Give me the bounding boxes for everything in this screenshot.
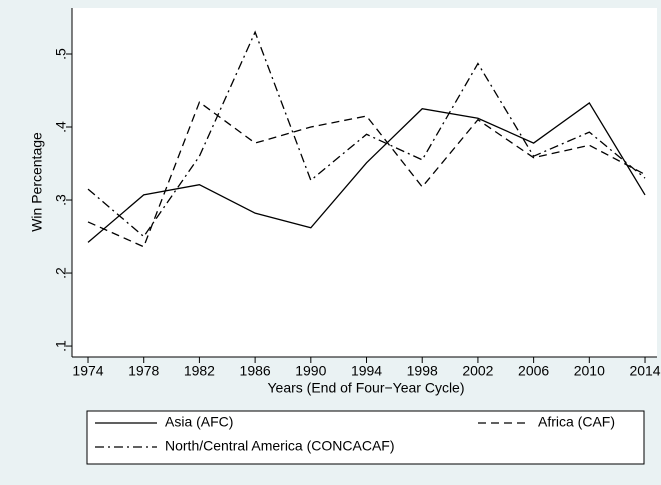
- y-tick-label: .3: [53, 194, 69, 206]
- series-line: [87, 101, 646, 248]
- x-tick-label: 1986: [240, 363, 271, 379]
- series-line: [87, 101, 646, 243]
- legend-label: Africa (CAF): [538, 414, 615, 430]
- x-tick-label: 2010: [574, 363, 605, 379]
- plot-area: [72, 8, 657, 357]
- y-tick-label: .1: [53, 340, 69, 352]
- x-tick-label: 1974: [72, 363, 103, 379]
- x-tick-label: 2006: [518, 363, 549, 379]
- y-tick-label: .2: [53, 267, 69, 279]
- x-tick-label: 1982: [184, 363, 215, 379]
- legend-label: Asia (AFC): [165, 414, 233, 430]
- x-tick-label: 2002: [462, 363, 493, 379]
- x-tick-label: 1994: [351, 363, 382, 379]
- y-axis-title: Win Percentage: [29, 132, 45, 232]
- legend: [86, 410, 645, 465]
- y-tick-label: .5: [53, 48, 69, 60]
- x-tick-label: 1978: [128, 363, 159, 379]
- x-tick-label: 1990: [295, 363, 326, 379]
- x-tick-label: 2014: [629, 363, 660, 379]
- x-tick-label: 1998: [407, 363, 438, 379]
- x-axis-title: Years (End of Four−Year Cycle): [267, 380, 464, 396]
- y-tick-label: .4: [53, 121, 69, 133]
- legend-label: North/Central America (CONCACAF): [165, 438, 395, 454]
- series-line: [87, 30, 646, 238]
